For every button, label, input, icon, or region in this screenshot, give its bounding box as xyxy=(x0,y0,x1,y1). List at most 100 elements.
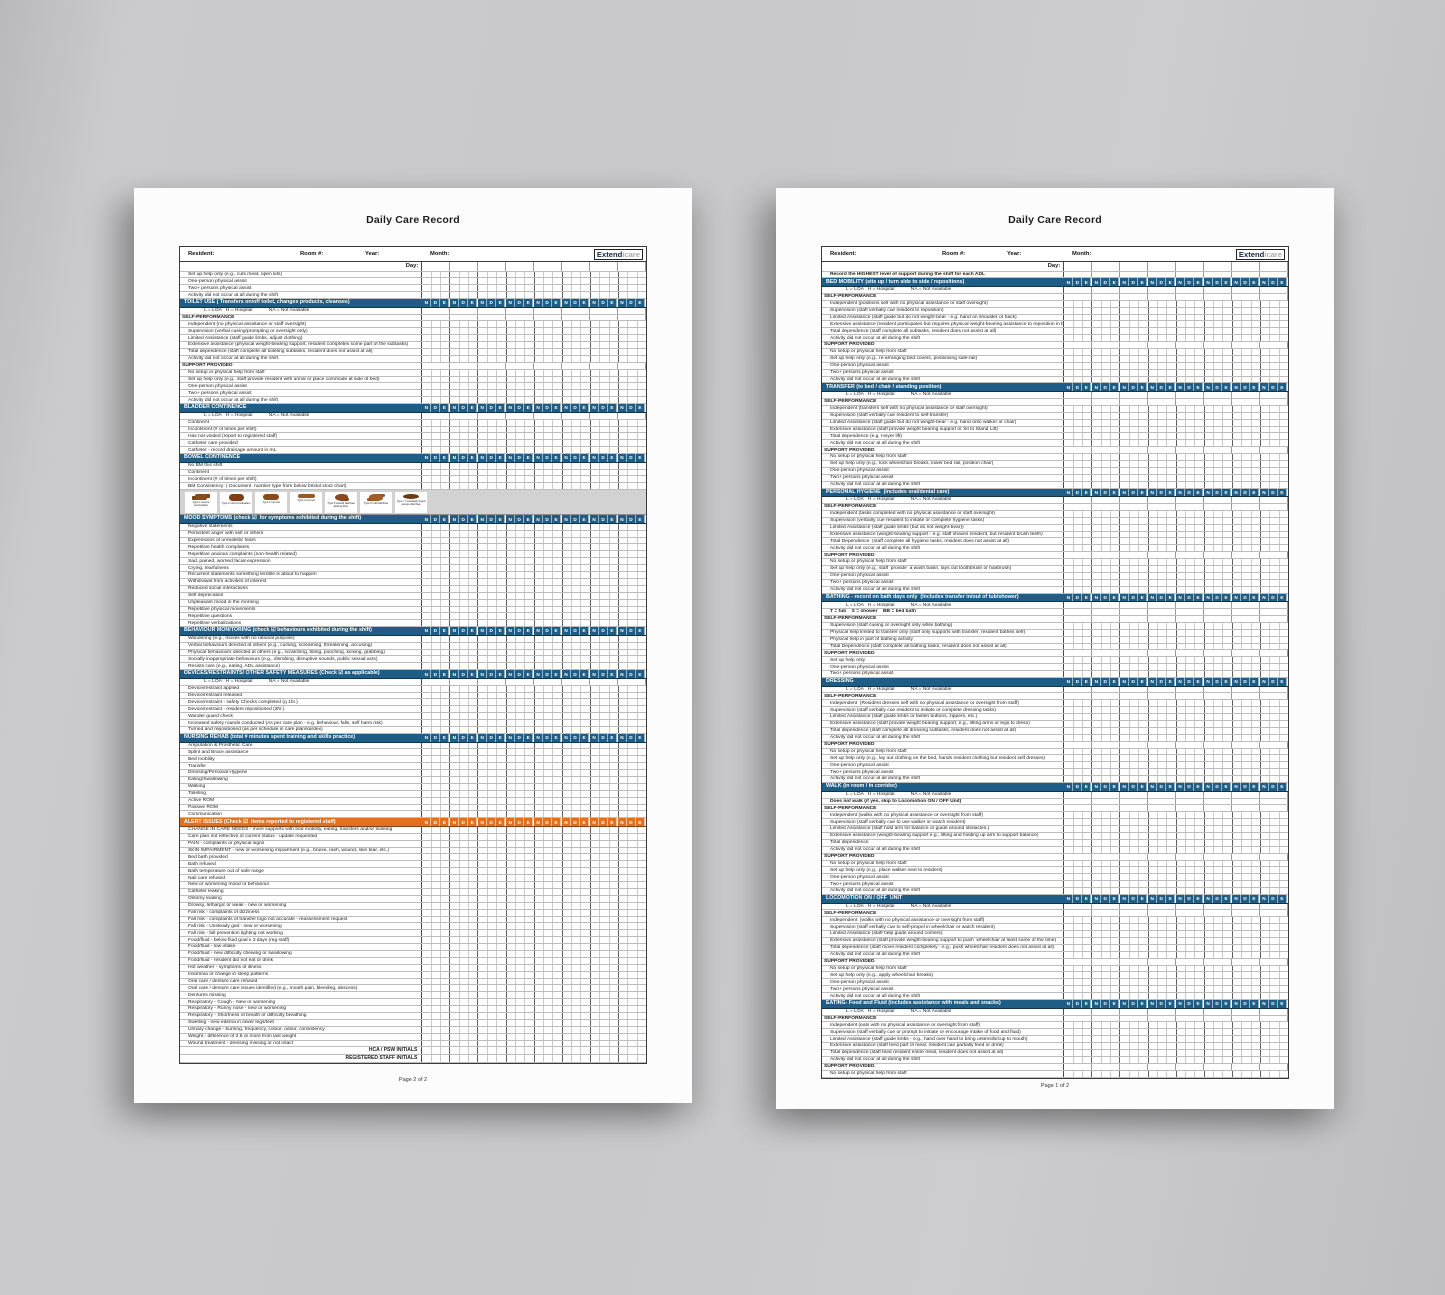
shift-cell xyxy=(563,551,573,558)
section-header: MOOD SYMPTOMS (check ☑ for symptoms exhi… xyxy=(180,515,646,524)
shift-cell xyxy=(488,462,498,469)
day-header-row: Day: xyxy=(180,262,646,272)
day-group xyxy=(450,930,479,937)
day-group xyxy=(535,383,563,390)
shift-grid xyxy=(1064,538,1288,545)
row-label: Repetitive questions xyxy=(180,613,423,620)
day-group xyxy=(450,397,479,404)
row-label: Two+ persons physical assist xyxy=(822,474,1065,481)
shift-cell xyxy=(441,524,449,530)
day-group xyxy=(535,578,563,585)
shift-cell xyxy=(619,1033,629,1040)
shift-cell: D xyxy=(1185,278,1195,286)
shift-cell xyxy=(488,992,498,999)
shift-cell xyxy=(460,537,470,544)
shift-cell xyxy=(422,916,432,923)
shift-grid xyxy=(422,882,646,888)
day-group xyxy=(563,875,591,882)
shift-cell xyxy=(516,606,526,613)
shift-cell xyxy=(460,749,470,756)
shift-cell xyxy=(628,909,638,916)
shift-cell xyxy=(544,483,554,490)
day-group xyxy=(422,888,451,895)
shift-cell xyxy=(544,756,554,763)
shift-cell xyxy=(628,649,638,656)
shift-cell xyxy=(432,565,442,572)
day-group xyxy=(591,476,619,483)
day-group xyxy=(1233,355,1261,362)
day-group xyxy=(1233,405,1261,412)
shift-cell: N xyxy=(618,515,627,523)
day-group xyxy=(619,888,646,895)
day-group xyxy=(535,902,563,909)
shift-cell xyxy=(638,979,646,985)
shift-cell: N xyxy=(450,299,460,307)
shift-cell xyxy=(497,390,505,396)
form-row: Amputation & Prosthetic Care xyxy=(180,742,646,750)
shift-cell xyxy=(591,551,601,558)
form-row: Bed mobility xyxy=(180,756,646,764)
shift-cell xyxy=(441,433,449,439)
shift-cell xyxy=(553,607,561,613)
day-group xyxy=(422,537,451,544)
day-group xyxy=(1092,355,1121,362)
shift-cell xyxy=(441,889,449,895)
shift-cell xyxy=(1130,307,1140,314)
row-label: SELF-PERFORMANCE xyxy=(822,293,1065,300)
shift-cell xyxy=(544,847,554,854)
shift-cell xyxy=(544,530,554,537)
day-group xyxy=(563,1019,591,1026)
shift-cell xyxy=(1242,369,1252,376)
day-group xyxy=(619,285,646,292)
shift-cell xyxy=(1223,482,1231,488)
shift-cell xyxy=(460,833,470,840)
shift-cell xyxy=(581,593,589,599)
row-label: Activity did not occur at all during the… xyxy=(180,355,423,362)
shift-cell xyxy=(450,916,460,923)
shift-cell xyxy=(516,551,526,558)
shift-cell xyxy=(1120,412,1130,419)
shift-cell xyxy=(1149,355,1158,362)
shift-cell: E xyxy=(608,515,617,523)
shift-cell: N xyxy=(506,627,516,635)
shift-cell xyxy=(1092,531,1102,538)
day-group xyxy=(619,895,646,902)
shift-cell xyxy=(600,483,610,490)
shift-cell xyxy=(507,923,516,930)
shift-cell xyxy=(1252,525,1260,531)
shift-cell xyxy=(628,565,638,572)
day-group xyxy=(1148,286,1177,293)
day-group xyxy=(507,861,535,868)
shift-grid xyxy=(422,1006,646,1012)
day-group xyxy=(450,706,479,713)
shift-cell xyxy=(572,558,582,565)
shift-cell xyxy=(441,328,449,334)
day-group xyxy=(422,895,451,902)
shift-cell xyxy=(441,593,449,599)
day-group xyxy=(1064,517,1093,524)
shift-cell xyxy=(1074,467,1084,474)
shift-cell xyxy=(516,537,526,544)
shift-cell xyxy=(638,579,646,585)
day-group xyxy=(563,797,591,804)
shift-cell xyxy=(422,1047,432,1055)
shift-cell xyxy=(488,635,498,642)
shift-cell xyxy=(581,483,589,489)
shift-cell xyxy=(478,369,488,376)
shift-cell xyxy=(638,777,646,783)
day-group xyxy=(591,971,619,978)
shift-cell xyxy=(525,607,533,613)
shift-grid xyxy=(422,278,646,285)
shift-cell xyxy=(591,585,601,592)
day-group xyxy=(422,804,451,811)
form-row: Independent (transfers self with no phys… xyxy=(822,405,1288,413)
day-group xyxy=(563,706,591,713)
shift-cell: D xyxy=(459,515,469,523)
shift-cell xyxy=(525,1020,533,1026)
shift-cell xyxy=(1242,440,1252,447)
shift-cell xyxy=(441,285,449,291)
shift-cell xyxy=(497,999,505,1005)
row-label: Nail care refused xyxy=(180,875,423,882)
day-group xyxy=(1205,545,1233,552)
shift-cell xyxy=(450,971,460,978)
